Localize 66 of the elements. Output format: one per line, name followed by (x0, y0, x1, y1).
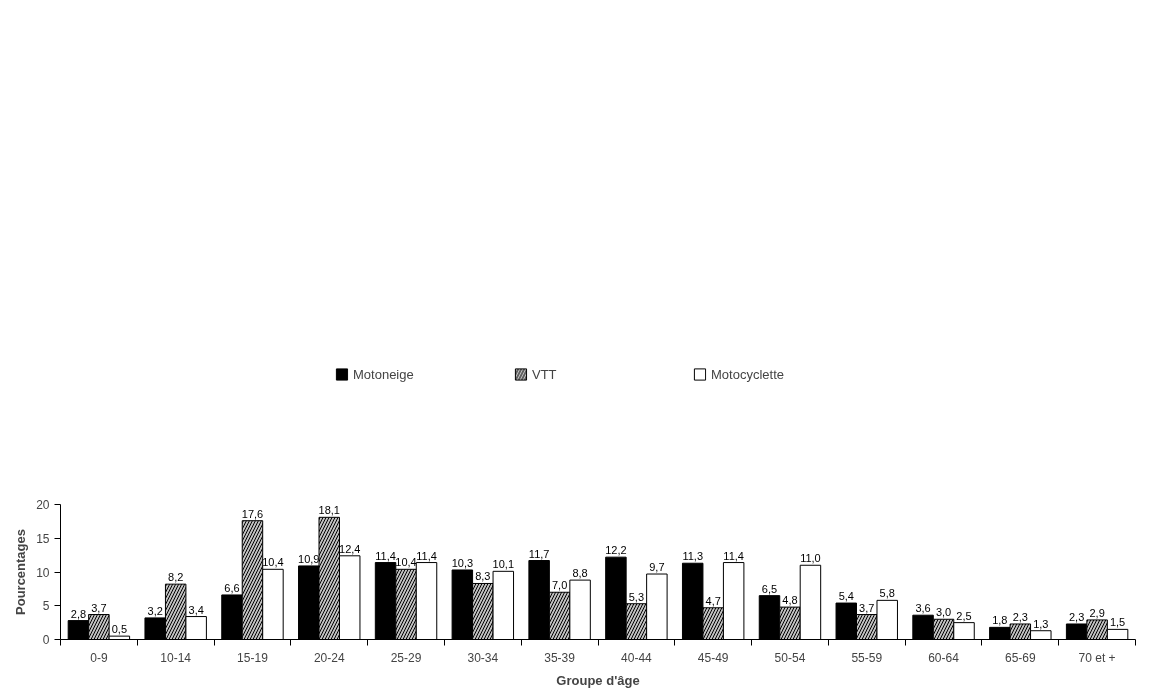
data-label: 10,1 (492, 558, 515, 571)
x-tick-label: 10-14 (160, 650, 192, 665)
data-label: 8,8 (572, 567, 588, 580)
data-label: 2,9 (1089, 606, 1105, 619)
x-tick-label: 15-19 (237, 650, 269, 665)
data-label: 12,2 (605, 544, 627, 557)
data-label: 2,3 (1068, 610, 1085, 623)
data-label: 1,8 (992, 614, 1008, 627)
data-label: 9,7 (649, 561, 665, 574)
x-tick-label: 45-49 (697, 650, 729, 665)
data-label: 6,6 (224, 581, 240, 594)
data-label: 8,2 (168, 571, 184, 584)
data-label: 11,4 (416, 549, 437, 562)
data-label: 3,7 (91, 601, 107, 614)
data-label: 3,2 (147, 604, 163, 617)
y-tick-label: 20 (36, 498, 50, 512)
data-label: 11,4 (723, 549, 744, 562)
x-tick-label: 40-44 (621, 650, 653, 665)
data-label: 10,9 (298, 552, 320, 565)
data-label: 10,4 (262, 556, 284, 569)
data-label: 2,5 (956, 609, 972, 622)
data-label: 1,3 (1033, 617, 1049, 630)
data-label: 4,7 (705, 594, 721, 607)
x-tick-label: 30-34 (467, 650, 499, 665)
data-label: 18,1 (318, 504, 340, 517)
x-tick-label: 25-29 (390, 650, 422, 665)
data-label: 11,7 (528, 547, 550, 560)
data-label: 4,8 (782, 594, 798, 607)
x-tick-label: 70 et + (1078, 650, 1116, 665)
y-tick-label: 5 (42, 599, 50, 614)
x-tick-label: 60-64 (928, 650, 960, 665)
x-tick-label: 50-54 (774, 650, 806, 665)
data-label: 2,3 (1012, 610, 1028, 623)
data-label: 3,0 (935, 606, 952, 619)
data-label: 5,3 (628, 590, 645, 603)
y-tick-label: 10 (36, 565, 50, 580)
data-label: 11,4 (375, 549, 396, 562)
x-tick-label: 65-69 (1004, 650, 1036, 665)
x-axis-title: Groupe d'âge (556, 672, 640, 688)
data-label: 10,3 (451, 556, 474, 569)
x-tick-label: 20-24 (313, 650, 345, 665)
data-label: 5,8 (879, 587, 895, 600)
data-label: 0,5 (111, 623, 128, 636)
legend-label: VTT (532, 366, 558, 382)
data-label: 1,5 (1109, 616, 1126, 629)
legend-label: Motocyclette (711, 366, 785, 382)
y-axis-title: Pourcentages (13, 529, 29, 615)
data-label: 17,6 (241, 507, 264, 520)
data-label: 5,4 (838, 590, 854, 603)
data-label: 7,0 (551, 579, 568, 592)
legend-label: Motoneige (353, 366, 415, 382)
data-label: 3,4 (188, 603, 204, 616)
data-label: 6,5 (761, 582, 778, 595)
data-label: 11,0 (800, 552, 821, 565)
y-tick-label: 15 (36, 531, 50, 546)
y-tick-label: 0 (42, 633, 50, 647)
data-label: 3,7 (859, 601, 875, 614)
x-tick-label: 55-59 (851, 650, 883, 665)
data-label: 2,8 (70, 607, 87, 620)
x-tick-label: 0-9 (90, 650, 108, 665)
data-label: 8,3 (475, 570, 491, 583)
data-label: 3,6 (915, 602, 931, 615)
x-tick-label: 35-39 (544, 650, 576, 665)
data-label: 12,4 (339, 542, 361, 555)
data-label: 11,3 (682, 550, 703, 563)
data-label: 10,4 (395, 556, 417, 569)
